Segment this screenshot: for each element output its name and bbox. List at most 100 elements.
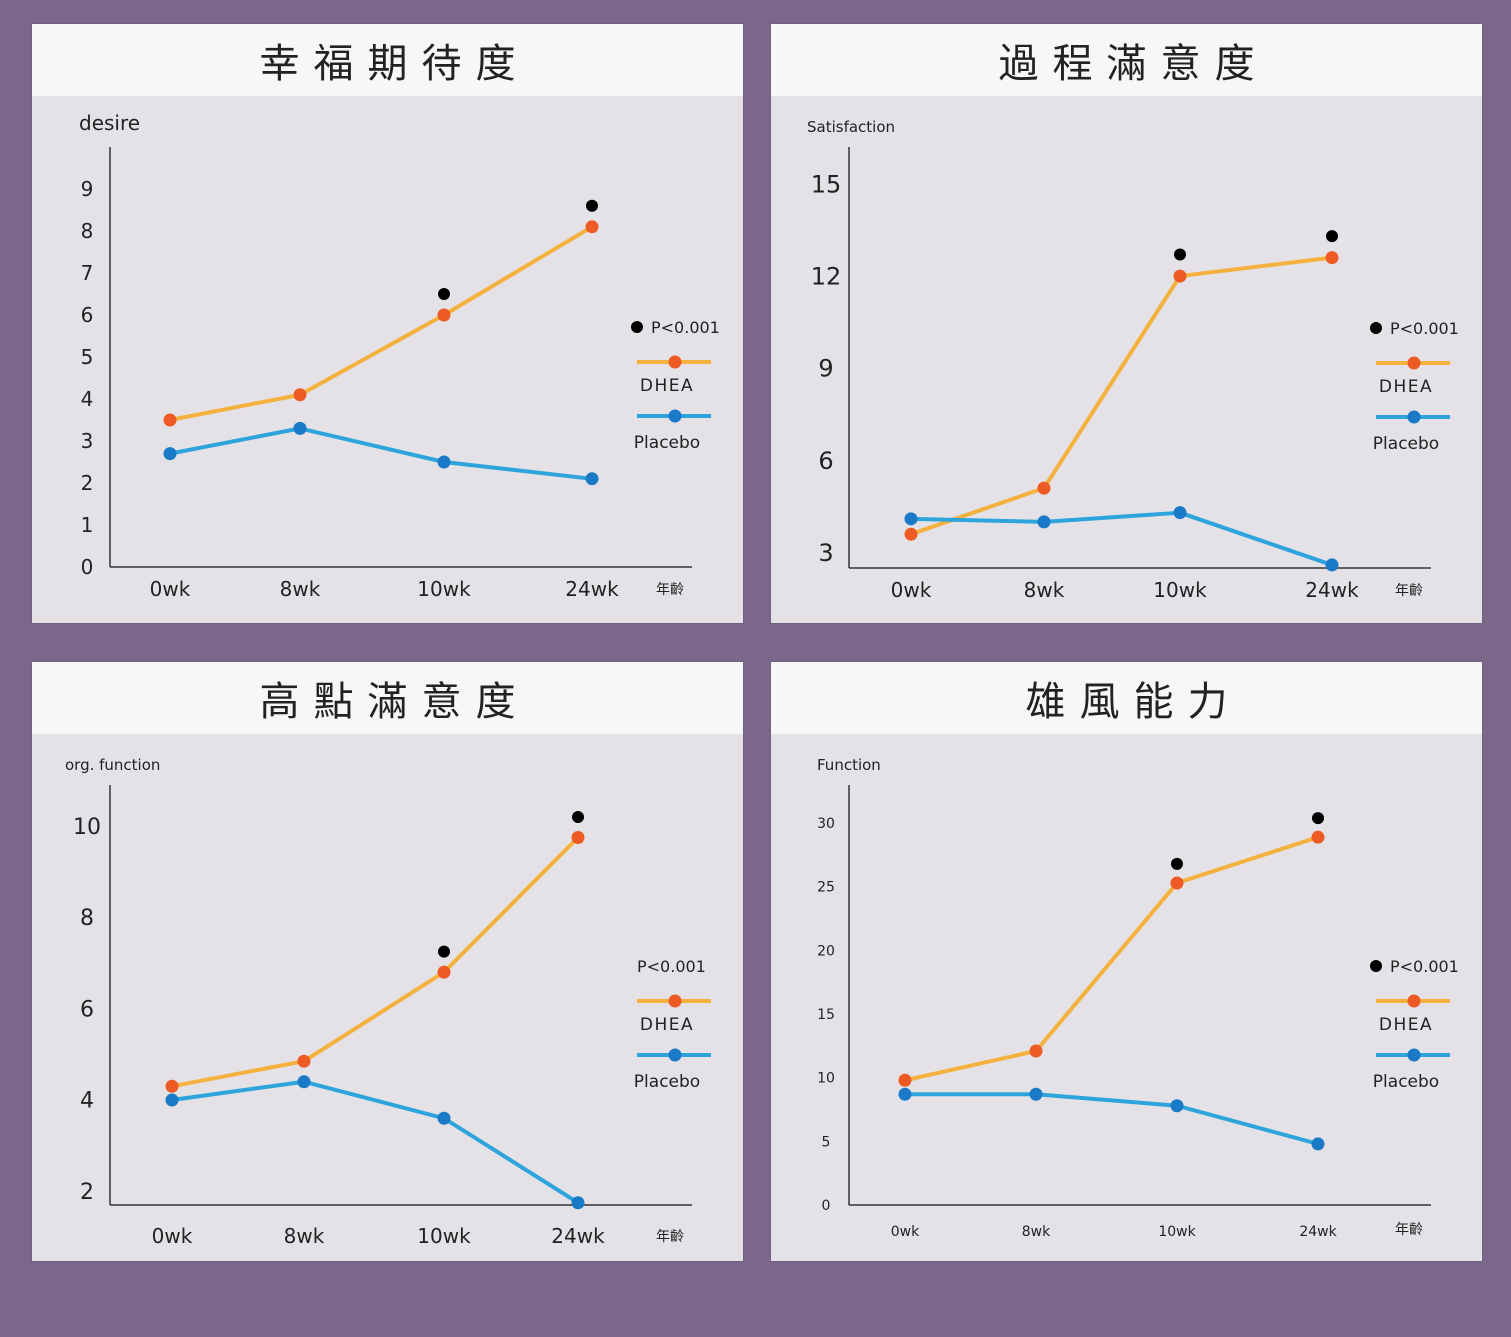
chart-title: 幸福期待度 — [259, 41, 530, 87]
y-tick-label: 25 — [817, 880, 835, 896]
y-tick-label: 15 — [811, 170, 842, 198]
y-tick-label: 5 — [81, 345, 94, 369]
legend-significance-label: P<0.001 — [651, 318, 720, 337]
x-tick-label: 8wk — [284, 1224, 325, 1248]
y-tick-label: 8 — [80, 906, 94, 931]
y-tick-label: 20 — [817, 943, 835, 959]
chart-panel-function: 雄風能力 Function 0 5 10 15 20 25 30 0wk 8wk 10wk 24wk 年… — [771, 662, 1482, 1261]
data-point-placebo — [1173, 506, 1187, 520]
y-axis-label: Satisfaction — [807, 118, 895, 136]
x-tick-label: 10wk — [1153, 578, 1207, 602]
legend-placebo-label: Placebo — [634, 1072, 700, 1092]
legend-placebo-marker — [1407, 1048, 1421, 1062]
data-point-placebo — [1029, 1087, 1043, 1101]
legend-placebo-label: Placebo — [634, 433, 700, 453]
data-point-placebo — [437, 1111, 451, 1125]
legend-significance-dot — [1370, 322, 1382, 334]
data-point-dhea — [904, 527, 918, 541]
legend-placebo-marker — [668, 409, 682, 423]
data-point-dhea — [1170, 876, 1184, 890]
x-tick-label: 24wk — [1299, 1224, 1337, 1240]
y-tick-label: 4 — [81, 387, 94, 411]
x-tick-label: 8wk — [1022, 1224, 1051, 1240]
y-axis-label: org. function — [65, 756, 160, 774]
x-axis-label: 年齡 — [656, 1229, 684, 1245]
panel-header: 過程滿意度 — [771, 24, 1482, 96]
data-point-dhea — [293, 388, 307, 402]
line-chart-org-function: org. function 2 4 6 8 10 0wk 8wk 10wk 24wk 年齡 P<0.0… — [65, 756, 711, 1248]
y-tick-label: 3 — [818, 539, 833, 567]
chart-title: 雄風能力 — [1025, 679, 1242, 725]
panel-header: 雄風能力 — [771, 662, 1482, 734]
legend-significance-label: P<0.001 — [1390, 957, 1459, 976]
y-tick-label: 3 — [81, 429, 94, 453]
x-tick-label: 8wk — [1024, 578, 1065, 602]
series-line-dhea — [169, 225, 594, 422]
series-line-placebo — [905, 1092, 1319, 1146]
legend-dhea-marker — [668, 355, 682, 369]
x-tick-label: 24wk — [565, 577, 619, 601]
data-point-dhea — [297, 1054, 311, 1068]
y-tick-label: 9 — [818, 355, 833, 383]
line-chart-satisfaction: Satisfaction 3 6 9 12 15 0wk 8wk 10wk 24wk 年齡 P<0.0… — [807, 118, 1459, 602]
data-point-dhea — [1029, 1044, 1043, 1058]
panel-header: 幸福期待度 — [32, 24, 743, 96]
significance-dot — [1174, 248, 1186, 261]
y-tick-label: 30 — [817, 816, 835, 832]
y-tick-label: 7 — [81, 261, 94, 285]
data-point-dhea — [1037, 481, 1051, 495]
series-line-placebo — [910, 510, 1333, 567]
y-tick-label: 6 — [81, 303, 94, 327]
y-axis-label: desire — [79, 111, 140, 135]
data-point-placebo — [437, 455, 451, 469]
data-point-dhea — [571, 831, 585, 844]
data-point-dhea — [1173, 269, 1187, 283]
x-axis-label: 年齡 — [1395, 583, 1423, 599]
x-tick-label: 0wk — [891, 578, 932, 602]
y-tick-label: 15 — [817, 1007, 835, 1023]
chart-panel-desire: 幸福期待度 desire 0 1 2 3 4 5 6 7 8 9 0wk 8wk 10wk 24wk 年齡 P<… — [32, 24, 743, 623]
y-tick-label: 4 — [80, 1089, 94, 1114]
legend-significance-dot — [1370, 960, 1382, 972]
legend-placebo-marker — [668, 1048, 682, 1062]
series-line-placebo — [171, 1079, 580, 1205]
data-point-dhea — [437, 308, 451, 322]
series-line-placebo — [169, 426, 593, 481]
data-point-dhea — [437, 965, 451, 979]
y-tick-label: 10 — [73, 815, 101, 840]
legend-placebo-label: Placebo — [1373, 434, 1439, 454]
x-tick-label: 8wk — [280, 577, 321, 601]
data-point-placebo — [165, 1093, 179, 1107]
data-point-placebo — [585, 472, 599, 486]
y-tick-label: 2 — [80, 1180, 94, 1205]
data-point-dhea — [585, 220, 599, 234]
significance-dot — [586, 199, 598, 212]
data-point-placebo — [898, 1087, 912, 1101]
x-tick-label: 10wk — [1158, 1224, 1196, 1240]
data-point-placebo — [1170, 1099, 1184, 1113]
y-axis-label: Function — [817, 756, 881, 774]
y-tick-label: 6 — [80, 997, 94, 1022]
legend-dhea-marker — [668, 994, 682, 1008]
legend-dhea-marker — [1407, 356, 1421, 370]
data-point-placebo — [904, 512, 918, 526]
legend-significance-dot — [631, 321, 643, 333]
x-tick-label: 10wk — [417, 577, 471, 601]
chart-title: 高點滿意度 — [259, 679, 530, 725]
y-tick-label: 5 — [822, 1134, 831, 1150]
y-tick-label: 1 — [81, 513, 94, 537]
panel-header: 高點滿意度 — [32, 662, 743, 734]
significance-dot — [572, 810, 584, 823]
x-tick-label: 0wk — [150, 577, 191, 601]
data-point-placebo — [293, 421, 307, 435]
y-tick-label: 10 — [817, 1071, 835, 1087]
series-line-dhea — [910, 255, 1333, 537]
line-chart-function: Function 0 5 10 15 20 25 30 0wk 8wk 10wk 24wk 年齡 P<0.… — [817, 756, 1459, 1240]
legend-dhea-label: DHEA — [1379, 1015, 1433, 1035]
legend-significance-label: P<0.001 — [637, 957, 706, 976]
x-tick-label: 24wk — [1305, 578, 1359, 602]
x-tick-label: 0wk — [152, 1224, 193, 1248]
chart-panel-satisfaction: 過程滿意度 Satisfaction 3 6 9 12 15 0wk 8wk 10wk 24wk 年… — [771, 24, 1482, 623]
chart-title: 過程滿意度 — [998, 41, 1269, 87]
significance-dot — [1171, 857, 1183, 870]
